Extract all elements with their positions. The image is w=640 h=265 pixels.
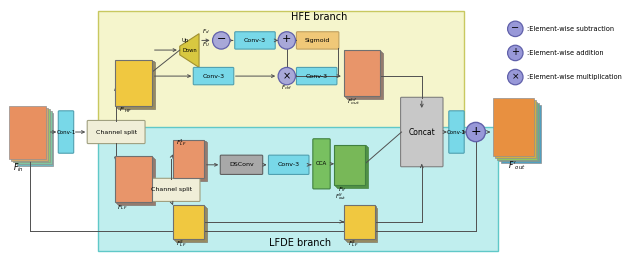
Text: Up: Up xyxy=(182,38,189,43)
Bar xyxy=(98,11,464,135)
Bar xyxy=(174,206,205,240)
Bar xyxy=(493,98,534,156)
Bar xyxy=(13,109,49,162)
Text: CCA: CCA xyxy=(316,161,327,166)
FancyBboxPatch shape xyxy=(268,155,309,174)
Text: :Element-wise subtraction: :Element-wise subtraction xyxy=(527,26,614,32)
Bar xyxy=(501,105,541,163)
FancyBboxPatch shape xyxy=(87,121,145,144)
Text: +: + xyxy=(511,47,519,58)
FancyBboxPatch shape xyxy=(142,178,200,201)
Circle shape xyxy=(466,122,485,142)
Text: Concat: Concat xyxy=(408,127,435,136)
FancyBboxPatch shape xyxy=(296,32,339,49)
Bar xyxy=(117,61,154,108)
Bar xyxy=(11,108,47,161)
Text: $F^2_{LF}$: $F^2_{LF}$ xyxy=(348,238,358,249)
Bar xyxy=(346,52,382,98)
Text: −: − xyxy=(216,34,226,45)
Polygon shape xyxy=(180,34,199,67)
FancyBboxPatch shape xyxy=(193,67,234,85)
Bar xyxy=(117,158,154,204)
FancyBboxPatch shape xyxy=(313,139,330,189)
Text: $F_U$: $F_U$ xyxy=(202,40,210,49)
Bar xyxy=(499,103,540,161)
Text: Conv-3: Conv-3 xyxy=(244,38,266,43)
Text: Channel split: Channel split xyxy=(95,130,137,135)
Bar xyxy=(344,50,380,96)
Text: Down: Down xyxy=(182,47,196,52)
Bar xyxy=(335,145,366,186)
Circle shape xyxy=(212,32,230,49)
Bar xyxy=(495,100,536,158)
Bar xyxy=(115,60,152,106)
Text: $F_{LF}$: $F_{LF}$ xyxy=(117,203,128,212)
Bar xyxy=(98,127,498,251)
Bar xyxy=(176,208,207,242)
Text: −: − xyxy=(511,23,520,33)
Text: $F_{chf}$: $F_{chf}$ xyxy=(281,83,292,92)
Text: Conv-3: Conv-3 xyxy=(202,74,225,79)
FancyBboxPatch shape xyxy=(449,111,464,153)
Bar xyxy=(173,205,204,239)
Bar xyxy=(118,159,155,205)
Bar xyxy=(175,207,206,241)
Text: Conv-1: Conv-1 xyxy=(56,130,76,135)
Text: $F'_{out}$: $F'_{out}$ xyxy=(508,160,526,172)
Text: $F_{in}$: $F_{in}$ xyxy=(13,161,24,174)
Text: :Element-wise multiplication: :Element-wise multiplication xyxy=(527,74,622,80)
Bar xyxy=(497,102,538,160)
Text: :Element-wise addition: :Element-wise addition xyxy=(527,50,604,56)
Bar xyxy=(9,106,45,159)
Bar xyxy=(346,207,376,241)
Circle shape xyxy=(278,67,296,85)
Bar xyxy=(116,60,153,107)
Bar xyxy=(344,205,374,239)
Bar xyxy=(175,142,206,180)
Bar xyxy=(347,52,383,99)
Text: $F^2_{LF}$: $F^2_{LF}$ xyxy=(176,238,186,249)
Text: ×: × xyxy=(511,72,519,81)
Text: $F_{lf}$: $F_{lf}$ xyxy=(338,186,347,194)
Bar xyxy=(345,51,381,97)
Bar xyxy=(176,142,207,181)
Text: $F^{lf}_{out}$: $F^{lf}_{out}$ xyxy=(335,191,347,202)
Bar xyxy=(345,206,376,240)
Bar xyxy=(116,157,153,203)
FancyBboxPatch shape xyxy=(235,32,275,49)
Bar xyxy=(347,208,378,242)
Text: HFE branch: HFE branch xyxy=(291,12,348,22)
FancyBboxPatch shape xyxy=(220,155,262,174)
Text: +: + xyxy=(470,125,481,138)
Bar xyxy=(118,62,155,108)
Bar xyxy=(334,144,365,185)
Circle shape xyxy=(508,21,523,37)
Bar xyxy=(115,156,152,202)
Text: LFDE branch: LFDE branch xyxy=(269,238,332,248)
Bar xyxy=(336,146,367,187)
Text: Sigmoid: Sigmoid xyxy=(305,38,330,43)
Text: $F_d$: $F_d$ xyxy=(202,27,210,36)
Circle shape xyxy=(508,69,523,85)
FancyBboxPatch shape xyxy=(58,111,74,153)
FancyBboxPatch shape xyxy=(296,67,337,85)
Circle shape xyxy=(508,45,523,61)
Text: Conv-3: Conv-3 xyxy=(278,162,300,167)
Bar xyxy=(17,113,54,166)
Text: +: + xyxy=(282,34,291,45)
Bar xyxy=(174,140,205,179)
Bar xyxy=(337,147,368,188)
Text: Conv-1: Conv-1 xyxy=(447,130,466,135)
Text: $F^{hf}_{out}$: $F^{hf}_{out}$ xyxy=(347,96,360,107)
Text: Channel split: Channel split xyxy=(150,187,191,192)
Circle shape xyxy=(278,32,296,49)
Bar xyxy=(173,140,204,178)
Text: $F'_{HF}$: $F'_{HF}$ xyxy=(119,105,132,115)
Bar xyxy=(15,111,52,164)
Text: DSConv: DSConv xyxy=(229,162,254,167)
FancyBboxPatch shape xyxy=(401,97,443,167)
Text: $F^1_{LF}$: $F^1_{LF}$ xyxy=(176,137,186,148)
Text: ×: × xyxy=(283,71,291,81)
Text: Conv-3: Conv-3 xyxy=(306,74,328,79)
